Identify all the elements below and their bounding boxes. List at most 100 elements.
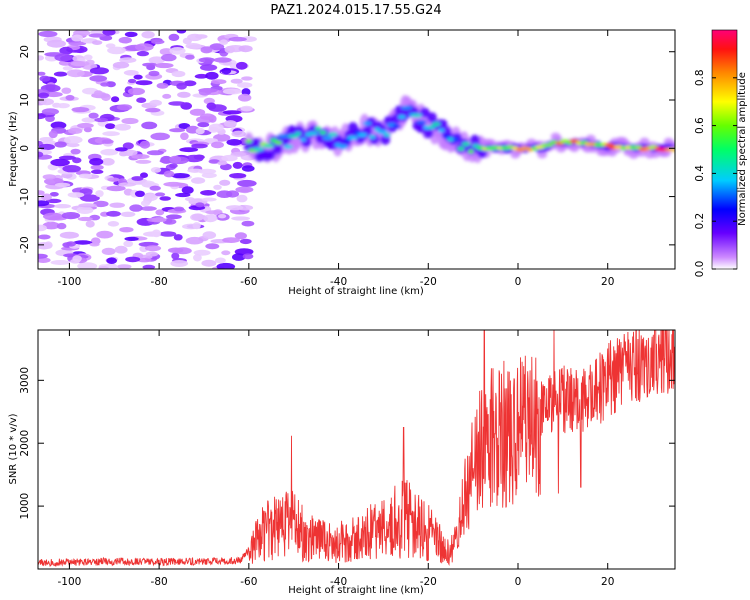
ridge-core (400, 105, 413, 110)
ridge-core (287, 134, 299, 139)
noise-blob (38, 224, 47, 232)
noise-blob (107, 46, 126, 55)
noise-blob (200, 113, 215, 120)
noise-blob (151, 229, 161, 238)
noise-blob (54, 53, 73, 62)
ridge-core (307, 131, 319, 136)
noise-blob (50, 121, 67, 130)
noise-blob (42, 174, 57, 180)
noise-blob (109, 202, 125, 208)
noise-blob (174, 247, 192, 255)
noise-blob (222, 110, 242, 115)
noise-blob (89, 242, 100, 247)
noise-blob (219, 179, 231, 186)
noise-blob (72, 157, 82, 164)
snr-xlabel: Height of straight line (km) (288, 585, 424, 596)
ridge-core (457, 146, 465, 151)
noise-blob (111, 96, 120, 103)
ridge-core (253, 147, 265, 152)
noise-blob (171, 252, 180, 260)
noise-blob (139, 140, 151, 149)
noise-blob (49, 192, 59, 197)
noise-blob (163, 170, 175, 178)
colorbar: 0.0 0.2 0.4 0.6 0.8 Normalized spectral ampl… (694, 29, 748, 277)
noise-blob (205, 71, 219, 80)
noise-blob (187, 33, 203, 42)
noise-blob (202, 231, 217, 240)
noise-blob (141, 182, 152, 188)
x-tick-label: 0 (515, 576, 522, 588)
ridge-outer (265, 150, 276, 160)
noise-blob (68, 41, 87, 46)
spectrogram-frame (37, 29, 676, 270)
noise-blob (144, 245, 162, 252)
noise-blob (101, 158, 115, 166)
noise-blob (38, 257, 51, 263)
noise-blob (41, 193, 52, 201)
noise-blob (176, 82, 187, 90)
noise-blob (70, 258, 81, 264)
x-tick-label: -80 (151, 276, 168, 288)
noise-blob (62, 66, 73, 71)
noise-blob (189, 108, 206, 116)
noise-blob (105, 43, 116, 49)
noise-blob (234, 232, 247, 240)
noise-blob (218, 214, 227, 219)
figure-title: PAZ1.2024.015.17.55.G24 (270, 3, 441, 18)
noise-blob (228, 36, 247, 42)
noise-blob (232, 253, 246, 261)
noise-blob (83, 54, 93, 61)
noise-blob (39, 98, 54, 106)
ridge-core (337, 144, 349, 149)
noise-blob (129, 204, 143, 212)
noise-blob (168, 33, 180, 42)
x-tick-label: -80 (151, 576, 168, 588)
noise-blob (88, 112, 99, 119)
ridge-outer (380, 134, 391, 145)
ridge-outer (423, 128, 434, 139)
x-tick-label: 20 (601, 276, 614, 288)
ridge-core (277, 134, 290, 138)
noise-blob (169, 155, 182, 163)
noise-blob (184, 197, 195, 202)
noise-blob (162, 93, 172, 99)
y-tick-label: 20 (19, 45, 31, 58)
noise-blob (176, 30, 187, 34)
x-tick-label: -40 (330, 576, 347, 588)
noise-blob (38, 234, 51, 240)
noise-blob (205, 243, 220, 250)
noise-blob (140, 200, 151, 207)
noise-blob (229, 173, 247, 179)
ridge-outer (251, 138, 261, 148)
noise-blob (191, 143, 208, 149)
noise-blob (195, 202, 205, 208)
noise-blob (114, 123, 131, 131)
noise-blob (100, 148, 119, 156)
noise-blob (91, 169, 104, 174)
colorbar-tick-label: 0.4 (694, 165, 706, 182)
noise-blob (171, 70, 186, 78)
noise-blob (70, 61, 90, 67)
ridge-core (322, 136, 334, 141)
noise-blob (211, 79, 227, 85)
ridge-core (383, 132, 391, 137)
x-tick-label: -60 (240, 576, 257, 588)
noise-blob (211, 141, 224, 149)
noise-blob (95, 190, 104, 198)
ridge-core (416, 120, 427, 125)
noise-blob (155, 209, 165, 216)
ridge-core (295, 131, 302, 136)
ridge-core (283, 144, 294, 149)
ridge-core (262, 143, 275, 148)
noise-blob (170, 173, 190, 179)
noise-blob (41, 108, 60, 115)
ridge-core (431, 122, 441, 127)
ridge-core (461, 142, 471, 146)
noise-blob (222, 237, 241, 244)
noise-blob (182, 223, 200, 230)
noise-blob (124, 236, 139, 241)
noise-blob (241, 165, 255, 172)
colorbar-gradient (711, 29, 738, 270)
noise-blob (204, 138, 219, 143)
